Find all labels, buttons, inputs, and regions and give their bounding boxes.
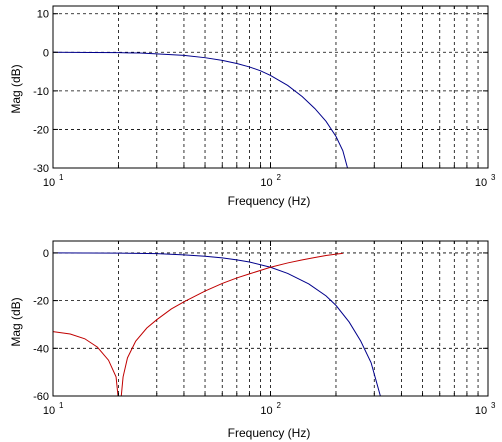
bottom-y-tick-label: 0: [43, 248, 49, 260]
top-x-tick-label: 10: [43, 177, 55, 189]
top-x-tick-exponent: 2: [277, 173, 282, 182]
top-y-tick-label: -20: [33, 124, 49, 136]
top-x-tick-label: 10: [475, 177, 487, 189]
top-y-tick-label: -30: [33, 163, 49, 175]
top-x-tick-exponent: 3: [491, 173, 496, 182]
bottom-y-tick-label: -40: [33, 343, 49, 355]
top-x-axis-label: Frequency (Hz): [228, 194, 311, 208]
top-y-axis-label: Mag (dB): [9, 64, 23, 113]
bottom-magnitude-chart: Frequency (Hz) Mag (dB) 10 1 10 2 10 3 0 -20 -40…: [9, 240, 496, 440]
bottom-series-line-2: [120, 252, 343, 396]
bottom-y-tick-label: -20: [33, 296, 49, 308]
top-x-tick-label: 10: [260, 177, 272, 189]
bottom-x-tick-label: 10: [260, 405, 272, 417]
bottom-x-tick-exponent: 3: [491, 401, 496, 410]
bottom-series-line-1: [53, 331, 119, 396]
top-y-tick-label: 10: [37, 9, 49, 21]
top-y-tick-label: -10: [33, 86, 49, 98]
top-y-tick-label: 0: [43, 47, 49, 59]
bottom-x-axis-label: Frequency (Hz): [228, 426, 311, 440]
bottom-plot-area: [53, 241, 488, 396]
bottom-y-axis-label: Mag (dB): [9, 297, 23, 346]
bottom-x-tick-exponent: 2: [277, 401, 282, 410]
bottom-x-tick-label: 10: [43, 405, 55, 417]
top-x-tick-exponent: 1: [59, 173, 64, 182]
bottom-x-tick-exponent: 1: [59, 401, 64, 410]
bottom-x-tick-label: 10: [475, 405, 487, 417]
top-magnitude-chart: Frequency (Hz) Mag (dB) 10 1 10 2 10 3 10 0 -10 -…: [9, 5, 496, 208]
top-series-line-0: [53, 51, 349, 168]
bottom-y-tick-label: -60: [33, 391, 49, 403]
